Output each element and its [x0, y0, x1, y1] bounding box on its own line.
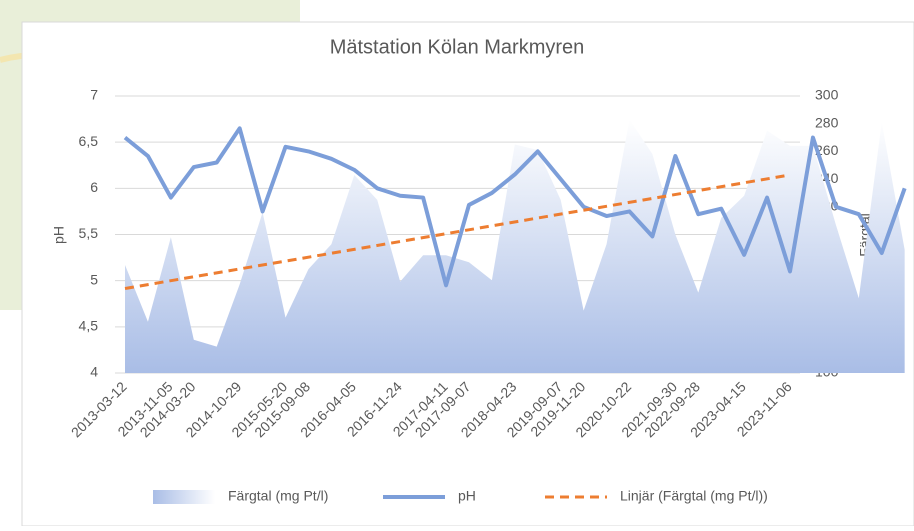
- legend-swatch: [153, 490, 215, 504]
- area: [125, 119, 905, 373]
- line: [123, 126, 907, 288]
- y2-tick-label: 280: [815, 114, 839, 130]
- y-tick-label: 7: [90, 87, 98, 103]
- trend-line: [124, 173, 791, 290]
- y-tick-label: 5,5: [79, 225, 99, 241]
- legend-label: Linjär (Färgtal (mg Pt/l)): [620, 488, 768, 504]
- y-tick-label: 6: [90, 179, 98, 195]
- legend-label: pH: [458, 488, 476, 504]
- y2-tick-label: 260: [815, 142, 839, 158]
- legend-label: Färgtal (mg Pt/l): [228, 488, 328, 504]
- y-axis-title: pH: [51, 226, 67, 244]
- y-tick-label: 5: [90, 271, 98, 287]
- y-tick-label: 4: [90, 364, 98, 380]
- chart-title: Mätstation Kölan Markmyren: [330, 36, 585, 58]
- y-tick-label: 6,5: [79, 133, 99, 149]
- y-tick-label: 4,5: [79, 318, 99, 334]
- y2-tick-label: 300: [815, 87, 839, 103]
